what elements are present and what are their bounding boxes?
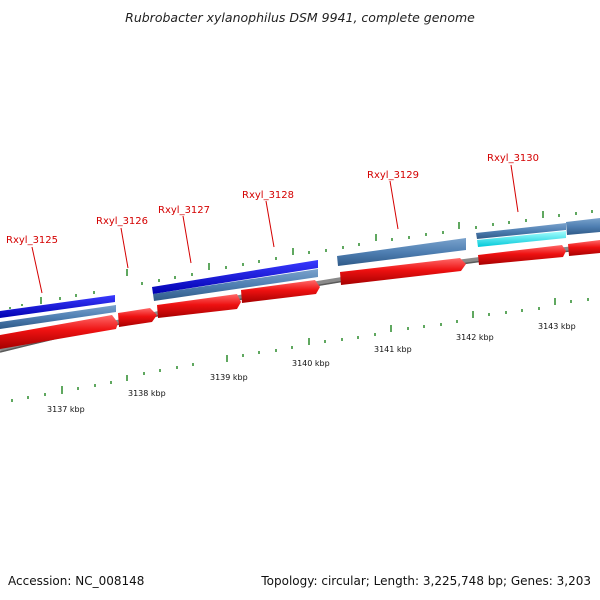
forward-cds-track bbox=[0, 240, 600, 349]
map-title: Rubrobacter xylanophilus DSM 9941, compl… bbox=[125, 10, 475, 25]
leader-line bbox=[182, 215, 192, 264]
kbp-label: 3143 kbp bbox=[538, 322, 576, 331]
feature-track bbox=[0, 231, 566, 318]
blue-feature-bar[interactable] bbox=[152, 260, 318, 294]
kbp-label: 3140 kbp bbox=[292, 359, 330, 368]
gene-label-rxyl-3130[interactable]: Rxyl_3130 bbox=[487, 153, 539, 164]
gene-label-rxyl-3126[interactable]: Rxyl_3126 bbox=[96, 216, 148, 227]
kbp-label: 3139 kbp bbox=[210, 373, 248, 382]
cds-arrow[interactable] bbox=[0, 315, 118, 349]
cds-arrow[interactable] bbox=[241, 280, 320, 303]
leader-line bbox=[510, 164, 519, 213]
gene-label-rxyl-3125[interactable]: Rxyl_3125 bbox=[6, 235, 58, 246]
gene-labels: Rxyl_3125 Rxyl_3126 Rxyl_3127 Rxyl_3128 … bbox=[6, 153, 539, 246]
scale-labels: 3137 kbp 3138 kbp 3139 kbp 3140 kbp 3141… bbox=[47, 322, 576, 414]
cds-arrow[interactable] bbox=[568, 240, 600, 256]
leader-line bbox=[389, 180, 399, 230]
kbp-label: 3141 kbp bbox=[374, 345, 412, 354]
kbp-label: 3138 kbp bbox=[128, 389, 166, 398]
cds-arrow[interactable] bbox=[118, 308, 157, 327]
accession-text: Accession: NC_008148 bbox=[8, 574, 145, 588]
cds-arrow[interactable] bbox=[157, 294, 241, 318]
gene-label-leaders bbox=[31, 164, 519, 294]
cds-arrow[interactable] bbox=[478, 245, 566, 265]
leader-line bbox=[120, 227, 129, 269]
gene-bar[interactable] bbox=[337, 238, 466, 266]
topology-text: Topology: circular; Length: 3,225,748 bp… bbox=[261, 574, 591, 588]
gene-bar[interactable] bbox=[476, 223, 566, 239]
blue-feature-bar[interactable] bbox=[0, 295, 115, 318]
gene-bar[interactable] bbox=[566, 218, 600, 235]
leader-line bbox=[265, 200, 275, 248]
scale-ticks bbox=[11, 298, 589, 402]
gene-track bbox=[0, 218, 600, 329]
upper-ticks bbox=[9, 210, 593, 309]
kbp-label: 3142 kbp bbox=[456, 333, 494, 342]
gene-bar[interactable] bbox=[0, 305, 116, 329]
gene-bar[interactable] bbox=[153, 269, 318, 301]
gene-label-rxyl-3128[interactable]: Rxyl_3128 bbox=[242, 190, 294, 201]
leader-line bbox=[31, 246, 43, 294]
kbp-label: 3137 kbp bbox=[47, 405, 85, 414]
cyan-feature-bar[interactable] bbox=[477, 231, 566, 247]
gene-label-rxyl-3129[interactable]: Rxyl_3129 bbox=[367, 170, 419, 181]
gene-label-rxyl-3127[interactable]: Rxyl_3127 bbox=[158, 205, 210, 216]
cds-arrow[interactable] bbox=[340, 258, 466, 285]
